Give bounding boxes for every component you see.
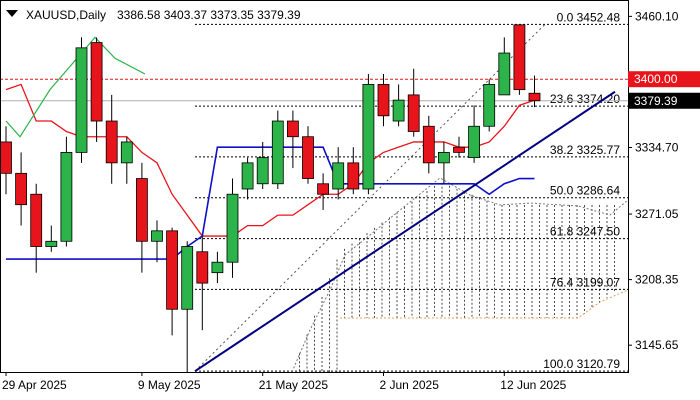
candle-body-17 [256, 157, 269, 185]
candle-body-22 [332, 162, 345, 190]
candle-body-1 [15, 172, 28, 206]
candle-body-20 [302, 136, 314, 179]
candle-body-33 [498, 52, 511, 96]
candle-body-10 [151, 230, 163, 242]
candle-body-23 [347, 162, 360, 190]
fib-label-5: 76.4 3199.07 [550, 275, 620, 289]
fib-label-2: 38.2 3325.77 [550, 143, 620, 157]
candle-body-19 [286, 120, 299, 138]
plot-frame [0, 0, 629, 373]
kijun-line [6, 146, 535, 260]
y-tick-label-4: 3208.35 [635, 273, 679, 287]
candle-body-25 [377, 84, 390, 117]
candle-body-2 [30, 193, 43, 247]
candle-body-9 [135, 178, 148, 242]
fib-label-3: 50.0 3286.64 [550, 184, 620, 198]
fib-label-1: 23.6 3374.20 [550, 92, 620, 106]
fib-diagonal [194, 23, 546, 372]
candle-body-18 [271, 120, 284, 185]
fib-label-6: 100.0 3120.79 [543, 357, 620, 371]
chart-menu-triangle-icon [6, 10, 18, 17]
candle-body-3 [45, 240, 58, 247]
fib-label-4: 61.8 3247.50 [550, 225, 620, 239]
support-trendline [194, 90, 616, 373]
x-tick-label-4: 12 Jun 2025 [500, 378, 566, 392]
y-tick-label-5: 3145.65 [635, 338, 679, 352]
current-price-label: 3379.39 [634, 94, 678, 108]
candle-body-28 [422, 125, 435, 164]
candle-body-35 [528, 92, 541, 102]
symbol-label: XAUUSD,Daily [26, 8, 106, 22]
current-price-tag [628, 92, 700, 109]
price-marker-tag [628, 71, 700, 88]
y-tick-label-0: 3460.10 [635, 9, 679, 23]
candle-body-31 [468, 125, 481, 159]
candle-body-29 [437, 151, 450, 164]
candle-body-26 [392, 99, 405, 122]
candle-body-12 [181, 246, 194, 310]
candle-body-5 [75, 47, 88, 153]
candle-body-11 [166, 230, 179, 310]
chikou-line [5, 36, 146, 138]
tenkan-line [5, 83, 535, 237]
y-tick-label-3: 3271.05 [635, 207, 679, 221]
x-tick-label-1: 9 May 2025 [138, 378, 201, 392]
candle-body-24 [362, 84, 375, 190]
candle-body-13 [196, 251, 209, 284]
candle-body-21 [317, 183, 330, 195]
candle-body-6 [90, 42, 103, 122]
candle-body-16 [241, 162, 254, 190]
candle-body-27 [407, 94, 420, 132]
candle-body-0 [0, 141, 12, 174]
x-tick-label-2: 21 May 2025 [259, 378, 329, 392]
x-tick-label-0: 29 Apr 2025 [2, 378, 67, 392]
candle-body-30 [453, 146, 465, 153]
ohlc-readout: 3386.58 3403.37 3373.35 3379.39 [117, 8, 301, 22]
price-marker-label: 3400.00 [634, 72, 678, 86]
candle-body-32 [483, 84, 496, 127]
senkou-span-b [340, 289, 629, 319]
candle-body-7 [105, 120, 118, 164]
candle-body-14 [211, 261, 224, 274]
candle-body-4 [60, 151, 73, 242]
x-tick-label-3: 2 Jun 2025 [380, 378, 440, 392]
candle-body-34 [513, 24, 526, 91]
candle-body-8 [120, 141, 133, 164]
y-tick-label-2: 3334.70 [635, 140, 679, 154]
candle-body-15 [226, 193, 239, 263]
fib-label-0: 0.0 3452.48 [557, 10, 621, 24]
